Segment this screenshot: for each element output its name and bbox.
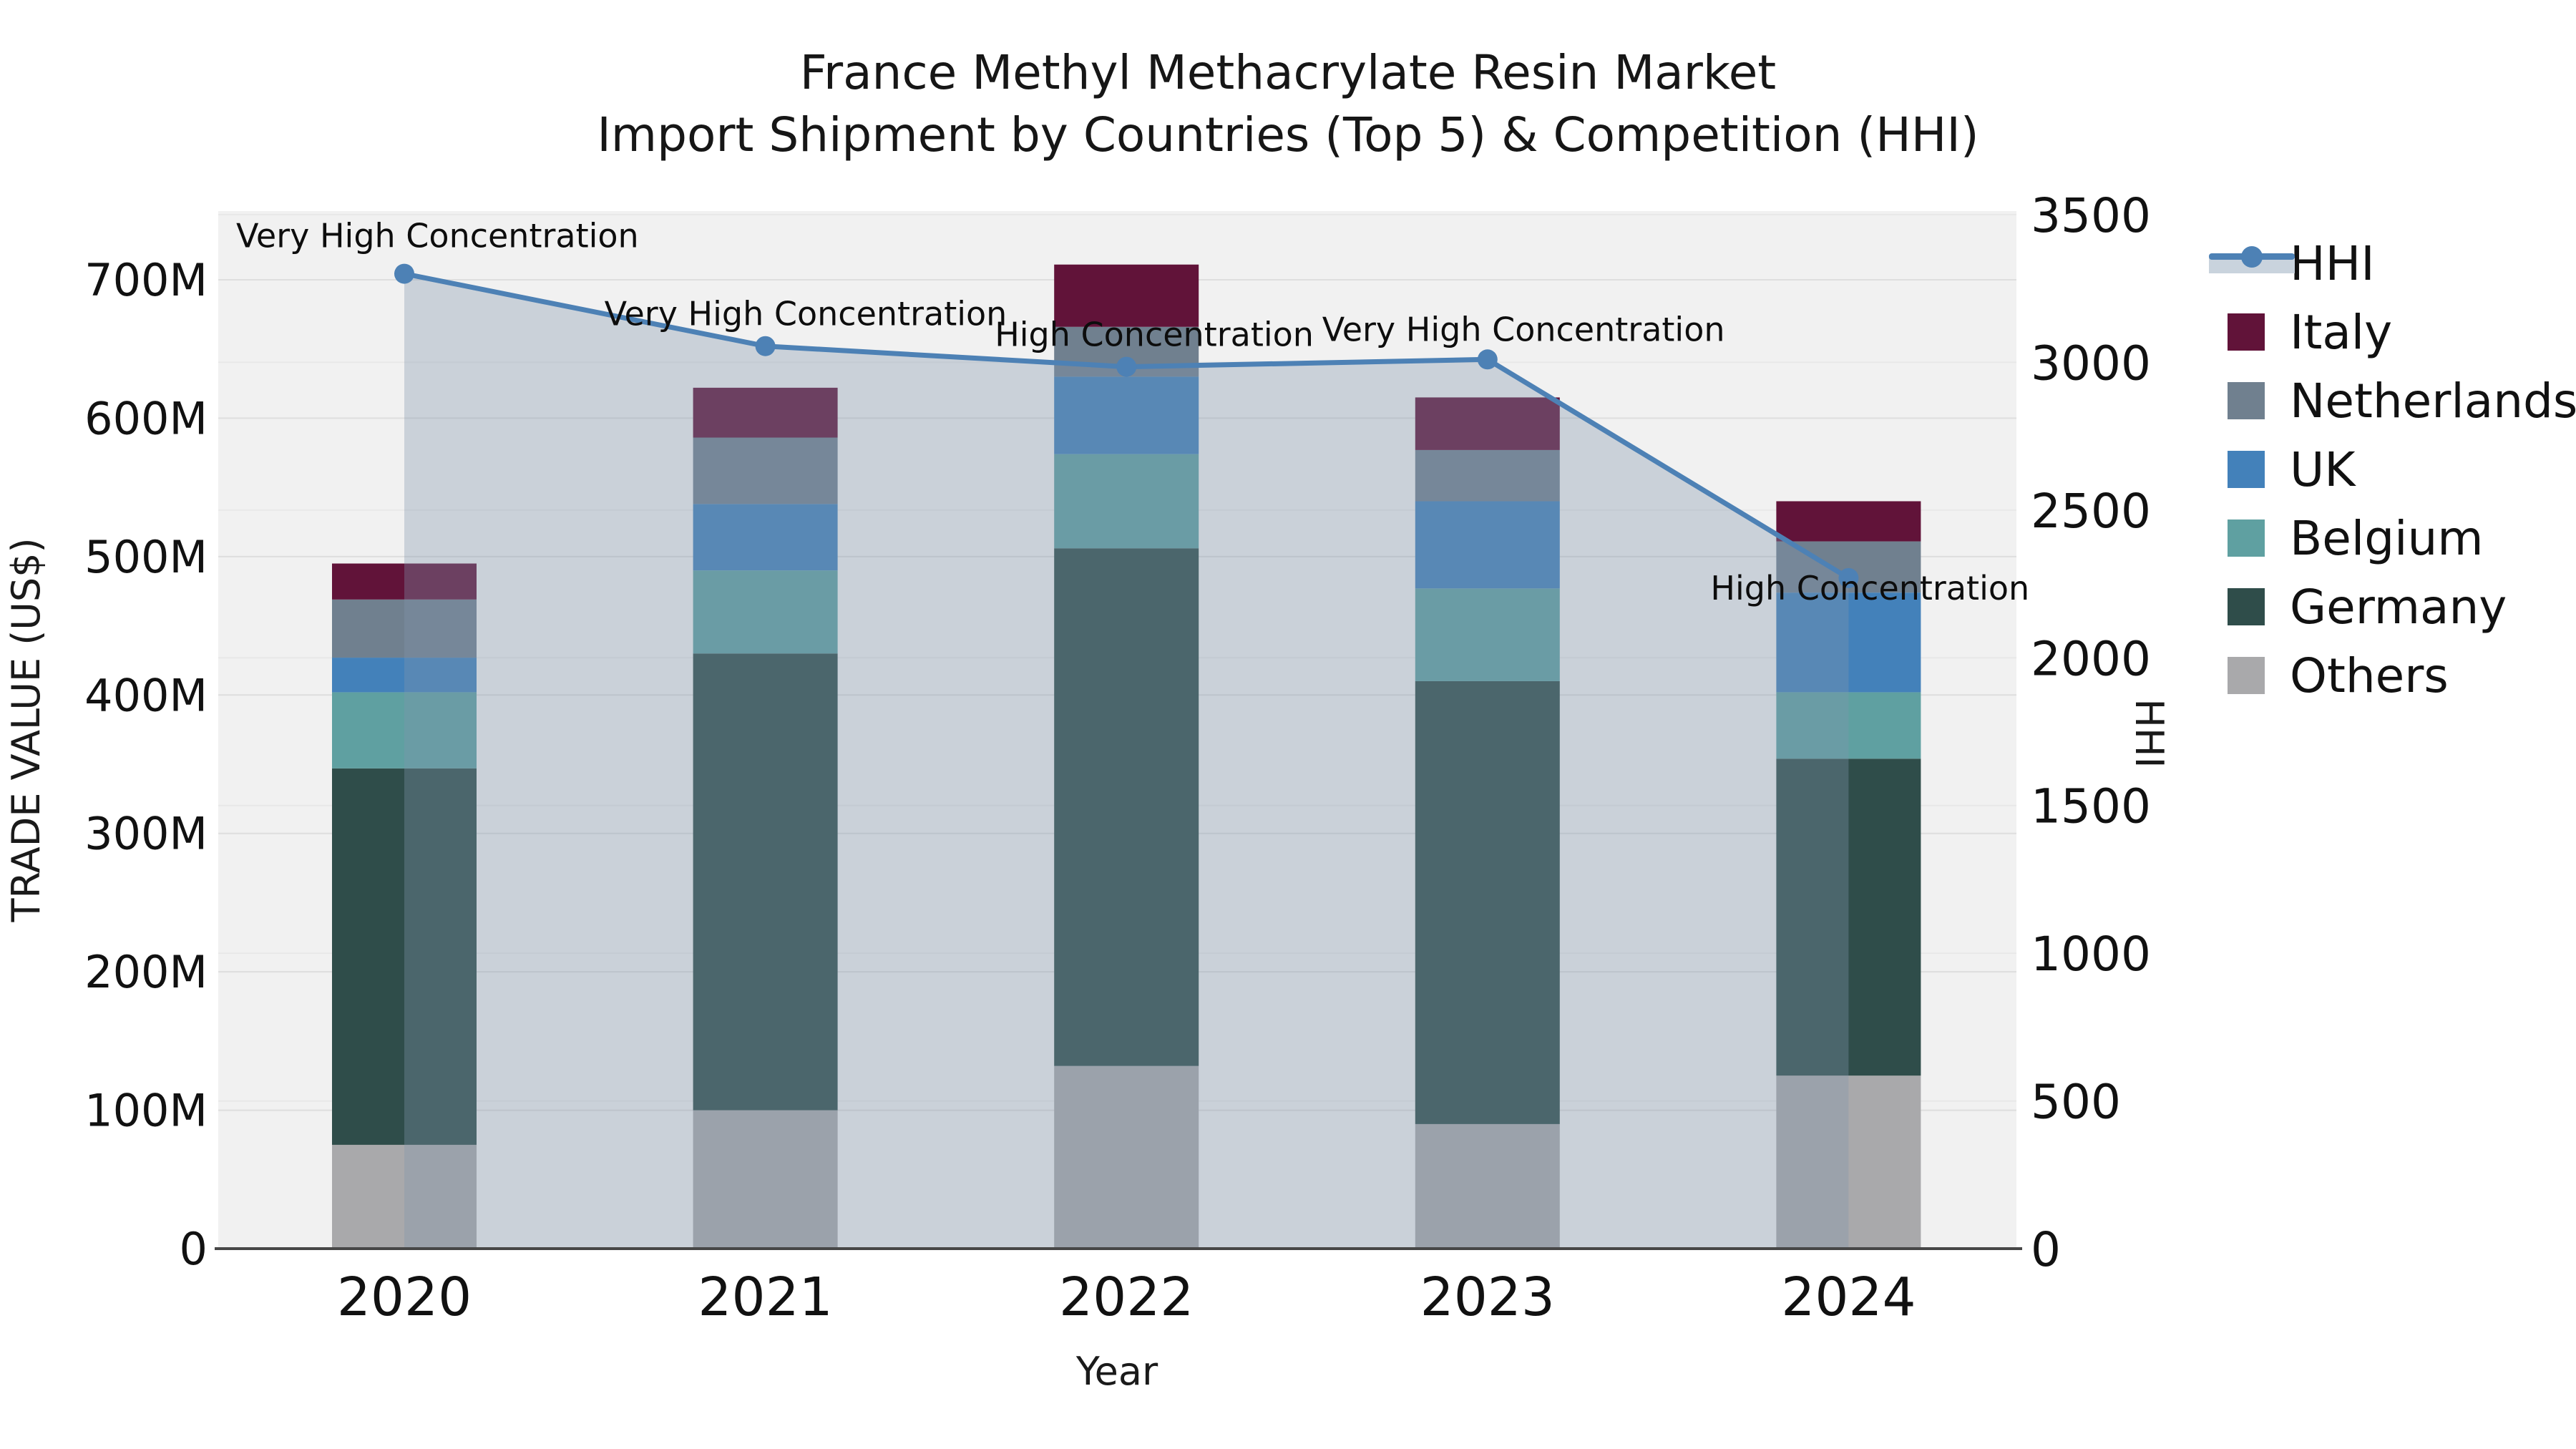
- legend-label: Others: [2290, 648, 2449, 703]
- right-tick-3500: 3500: [2031, 188, 2151, 243]
- bar-segment-belgium-2021[interactable]: [693, 570, 838, 654]
- legend-swatch-icon: [2207, 641, 2290, 710]
- legend-swatch-icon: [2207, 435, 2290, 504]
- chart-title: France Methyl Methacrylate Resin Market …: [0, 42, 2576, 166]
- bar-segment-others-2023[interactable]: [1415, 1123, 1560, 1249]
- annotation-2023: Very High Concentration: [1322, 310, 1725, 348]
- bar-segment-uk-2020[interactable]: [332, 658, 477, 693]
- chart-title-line2: Import Shipment by Countries (Top 5) & C…: [597, 107, 1979, 163]
- x-tick-2023: 2023: [1420, 1267, 1555, 1328]
- y-left-axis-title: TRADE VALUE (US$): [4, 537, 49, 922]
- legend-label: HHI: [2290, 235, 2375, 291]
- right-tick-3000: 3000: [2031, 336, 2151, 391]
- bar-segment-italy-2024[interactable]: [1776, 501, 1921, 542]
- bar-segment-netherlands-2021[interactable]: [693, 437, 838, 504]
- bar-segment-others-2020[interactable]: [332, 1144, 477, 1249]
- x-tick-2022: 2022: [1059, 1267, 1194, 1328]
- bar-segment-germany-2024[interactable]: [1776, 758, 1921, 1076]
- legend-item-uk[interactable]: UK: [2207, 435, 2576, 504]
- x-tick-2021: 2021: [698, 1267, 832, 1328]
- legend-label: UK: [2290, 441, 2356, 497]
- left-tick-500M: 500M: [84, 531, 208, 583]
- bar-segment-italy-2022[interactable]: [1054, 264, 1199, 327]
- hhi-area-fill: [404, 273, 1849, 1249]
- legend-swatch-icon: [2207, 366, 2290, 435]
- chart-title-line1: France Methyl Methacrylate Resin Market: [799, 45, 1777, 100]
- right-tick-1000: 1000: [2031, 927, 2151, 982]
- hhi-marker-2023[interactable]: [1477, 349, 1498, 370]
- bar-segment-uk-2024[interactable]: [1776, 592, 1921, 693]
- bar-segment-uk-2023[interactable]: [1415, 501, 1560, 589]
- hhi-marker-2024[interactable]: [1838, 567, 1859, 588]
- bar-segment-uk-2021[interactable]: [693, 504, 838, 571]
- bar-segment-germany-2023[interactable]: [1415, 680, 1560, 1124]
- legend-swatch-icon: [2207, 504, 2290, 572]
- left-tick-300M: 300M: [84, 808, 208, 860]
- bar-segment-others-2024[interactable]: [1776, 1075, 1921, 1249]
- legend-swatch-icon: [2207, 298, 2290, 366]
- x-tick-2020: 2020: [337, 1267, 472, 1328]
- annotation-2020: Very High Concentration: [236, 217, 639, 255]
- legend-item-belgium[interactable]: Belgium: [2207, 504, 2576, 572]
- right-tick-2000: 2000: [2031, 631, 2151, 686]
- bar-segment-belgium-2024[interactable]: [1776, 692, 1921, 759]
- bar-segment-netherlands-2020[interactable]: [332, 599, 477, 658]
- bar-segment-belgium-2022[interactable]: [1054, 454, 1199, 549]
- annotation-2022: High Concentration: [995, 316, 1314, 354]
- bar-segment-italy-2023[interactable]: [1415, 397, 1560, 450]
- right-tick-500: 500: [2031, 1075, 2121, 1130]
- bar-segment-belgium-2020[interactable]: [332, 692, 477, 769]
- left-tick-200M: 200M: [84, 946, 208, 998]
- hhi-marker-2021[interactable]: [755, 336, 776, 356]
- legend-swatch-icon: [2207, 572, 2290, 641]
- legend-item-netherlands[interactable]: Netherlands: [2207, 366, 2576, 435]
- hhi-line-sample-icon: [2207, 229, 2295, 298]
- x-axis-title: Year: [1075, 1349, 1158, 1394]
- right-tick-2500: 2500: [2031, 484, 2151, 539]
- bar-segment-others-2021[interactable]: [693, 1110, 838, 1249]
- bar-segment-germany-2022[interactable]: [1054, 548, 1199, 1066]
- hhi-marker-2020[interactable]: [394, 263, 414, 284]
- legend-item-hhi[interactable]: HHI: [2207, 229, 2576, 298]
- legend-item-others[interactable]: Others: [2207, 641, 2576, 710]
- bar-segment-germany-2021[interactable]: [693, 653, 838, 1111]
- left-tick-0: 0: [180, 1223, 208, 1275]
- legend-label: Italy: [2290, 304, 2393, 360]
- bar-segment-others-2022[interactable]: [1054, 1065, 1199, 1249]
- annotation-2024: High Concentration: [1710, 569, 2029, 608]
- chart-legend: HHI Italy Netherlands UK Belgium Germany Other…: [2207, 229, 2576, 710]
- hhi-marker-2022[interactable]: [1116, 356, 1137, 377]
- annotation-2021: Very High Concentration: [605, 295, 1008, 333]
- right-tick-1500: 1500: [2031, 779, 2151, 834]
- right-tick-0: 0: [2031, 1222, 2061, 1277]
- bar-segment-belgium-2023[interactable]: [1415, 588, 1560, 681]
- x-tick-2024: 2024: [1781, 1267, 1916, 1328]
- y-right-axis-title: HHI: [2127, 698, 2172, 768]
- legend-label: Belgium: [2290, 510, 2484, 566]
- bar-segment-netherlands-2023[interactable]: [1415, 449, 1560, 502]
- bar-segment-italy-2020[interactable]: [332, 563, 477, 600]
- legend-item-germany[interactable]: Germany: [2207, 572, 2576, 641]
- left-tick-100M: 100M: [84, 1085, 208, 1137]
- legend-label: Germany: [2290, 579, 2507, 635]
- legend-item-italy[interactable]: Italy: [2207, 298, 2576, 366]
- left-tick-600M: 600M: [84, 392, 208, 444]
- legend-label: Netherlands: [2290, 373, 2576, 429]
- bar-segment-uk-2022[interactable]: [1054, 376, 1199, 454]
- left-tick-400M: 400M: [84, 669, 208, 721]
- bar-segment-germany-2020[interactable]: [332, 768, 477, 1145]
- left-tick-700M: 700M: [84, 254, 208, 306]
- bar-segment-italy-2021[interactable]: [693, 387, 838, 438]
